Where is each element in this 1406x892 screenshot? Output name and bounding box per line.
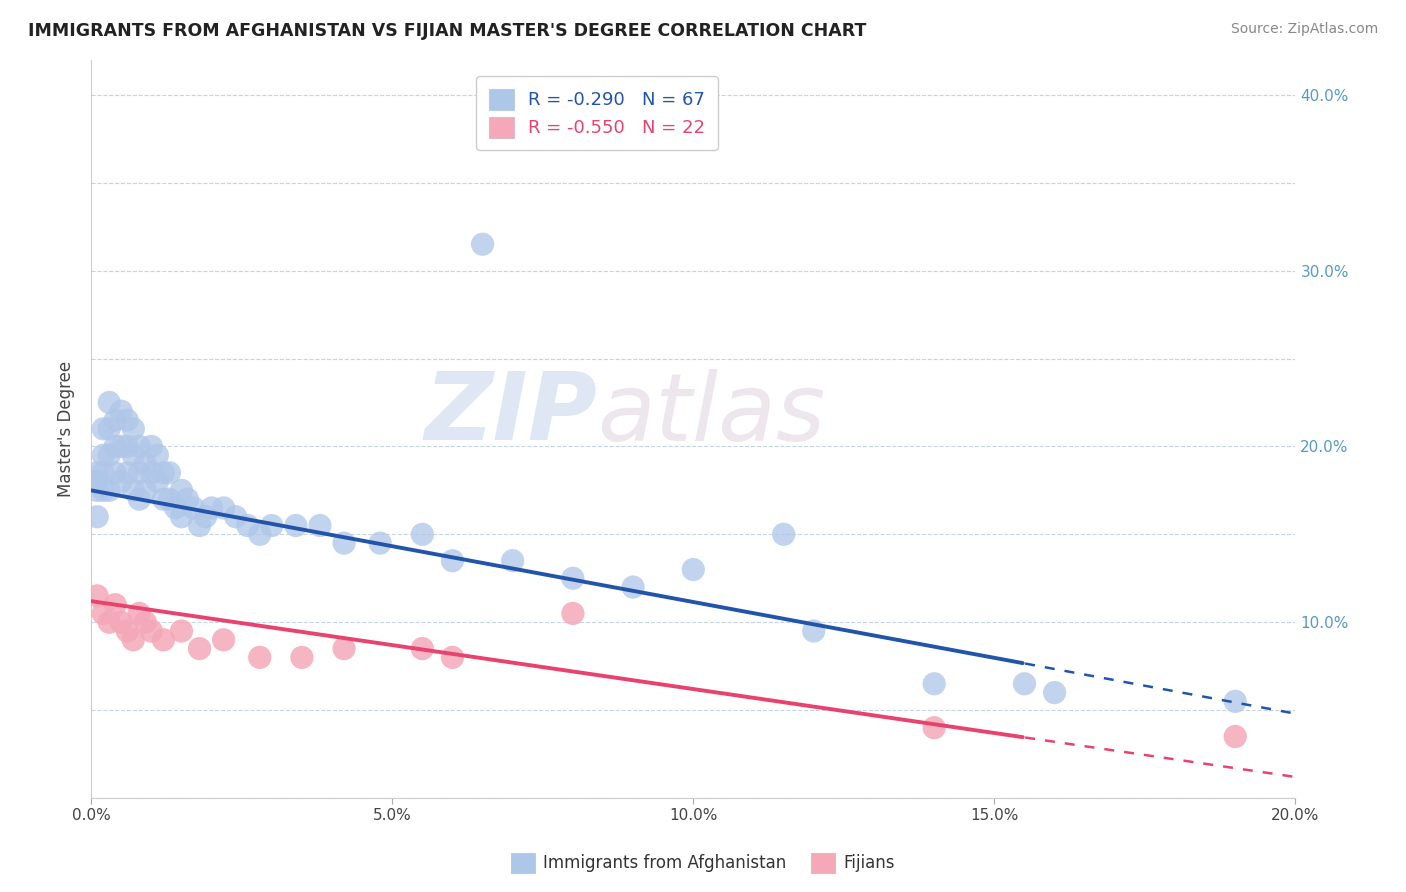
Point bbox=[91, 466, 114, 480]
Point bbox=[91, 422, 114, 436]
Point bbox=[128, 439, 150, 453]
Point bbox=[284, 518, 307, 533]
Point bbox=[165, 500, 187, 515]
Point bbox=[411, 527, 433, 541]
Point bbox=[188, 641, 211, 656]
Point bbox=[621, 580, 644, 594]
Point bbox=[922, 721, 945, 735]
Point bbox=[134, 457, 156, 471]
Point bbox=[682, 562, 704, 576]
Point bbox=[152, 632, 174, 647]
Point bbox=[1225, 730, 1247, 744]
Point bbox=[291, 650, 314, 665]
Point bbox=[98, 448, 121, 462]
Text: Source: ZipAtlas.com: Source: ZipAtlas.com bbox=[1230, 22, 1378, 37]
Point bbox=[170, 509, 193, 524]
Point bbox=[104, 439, 127, 453]
Point bbox=[170, 624, 193, 638]
Point bbox=[159, 466, 181, 480]
Point bbox=[249, 527, 271, 541]
Text: ZIP: ZIP bbox=[425, 368, 598, 460]
Point bbox=[188, 518, 211, 533]
Point bbox=[176, 492, 198, 507]
Point bbox=[117, 439, 139, 453]
Point bbox=[260, 518, 283, 533]
Point bbox=[333, 641, 356, 656]
Point bbox=[98, 422, 121, 436]
Legend: R = -0.290   N = 67, R = -0.550   N = 22: R = -0.290 N = 67, R = -0.550 N = 22 bbox=[477, 76, 718, 150]
Point bbox=[122, 448, 145, 462]
Point bbox=[1225, 694, 1247, 708]
Point bbox=[110, 475, 132, 489]
Point bbox=[922, 677, 945, 691]
Point bbox=[183, 500, 205, 515]
Point bbox=[86, 466, 108, 480]
Point bbox=[110, 439, 132, 453]
Point bbox=[411, 641, 433, 656]
Point bbox=[122, 422, 145, 436]
Point bbox=[110, 404, 132, 418]
Point bbox=[249, 650, 271, 665]
Point bbox=[128, 607, 150, 621]
Point bbox=[91, 607, 114, 621]
Point bbox=[212, 632, 235, 647]
Point bbox=[333, 536, 356, 550]
Point bbox=[98, 395, 121, 409]
Point bbox=[86, 509, 108, 524]
Point bbox=[194, 509, 217, 524]
Point bbox=[441, 650, 464, 665]
Point bbox=[152, 492, 174, 507]
Point bbox=[117, 466, 139, 480]
Point bbox=[1043, 685, 1066, 699]
Point bbox=[772, 527, 794, 541]
Point bbox=[122, 483, 145, 498]
Point bbox=[212, 500, 235, 515]
Point bbox=[122, 632, 145, 647]
Point bbox=[146, 448, 169, 462]
Point bbox=[225, 509, 247, 524]
Text: atlas: atlas bbox=[598, 368, 825, 459]
Point bbox=[91, 483, 114, 498]
Point bbox=[91, 448, 114, 462]
Point bbox=[98, 483, 121, 498]
Point bbox=[561, 571, 583, 585]
Point bbox=[141, 624, 163, 638]
Point bbox=[104, 598, 127, 612]
Point bbox=[86, 483, 108, 498]
Point bbox=[502, 554, 524, 568]
Point bbox=[1014, 677, 1036, 691]
Point bbox=[159, 492, 181, 507]
Legend: Immigrants from Afghanistan, Fijians: Immigrants from Afghanistan, Fijians bbox=[505, 847, 901, 880]
Point bbox=[368, 536, 391, 550]
Y-axis label: Master's Degree: Master's Degree bbox=[58, 360, 75, 497]
Point bbox=[134, 483, 156, 498]
Text: IMMIGRANTS FROM AFGHANISTAN VS FIJIAN MASTER'S DEGREE CORRELATION CHART: IMMIGRANTS FROM AFGHANISTAN VS FIJIAN MA… bbox=[28, 22, 866, 40]
Point bbox=[117, 624, 139, 638]
Point bbox=[117, 413, 139, 427]
Point bbox=[110, 615, 132, 630]
Point bbox=[128, 466, 150, 480]
Point bbox=[98, 615, 121, 630]
Point bbox=[200, 500, 222, 515]
Point bbox=[561, 607, 583, 621]
Point bbox=[128, 492, 150, 507]
Point bbox=[86, 589, 108, 603]
Point bbox=[86, 475, 108, 489]
Point bbox=[441, 554, 464, 568]
Point bbox=[141, 439, 163, 453]
Point bbox=[152, 466, 174, 480]
Point bbox=[134, 615, 156, 630]
Point bbox=[104, 413, 127, 427]
Point bbox=[236, 518, 259, 533]
Point bbox=[309, 518, 332, 533]
Point bbox=[170, 483, 193, 498]
Point bbox=[471, 237, 494, 252]
Point bbox=[146, 475, 169, 489]
Point bbox=[104, 466, 127, 480]
Point bbox=[141, 466, 163, 480]
Point bbox=[803, 624, 825, 638]
